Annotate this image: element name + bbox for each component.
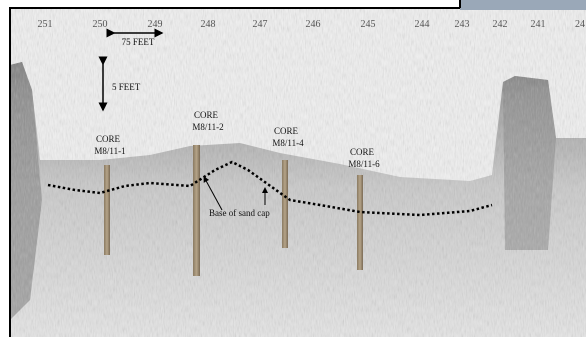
core-id: M8/11-1 [94, 146, 125, 156]
core-bar [357, 175, 363, 270]
station-tick: 24 [575, 19, 585, 30]
core-bar [104, 165, 110, 255]
station-tick: 246 [306, 19, 321, 30]
station-tick: 250 [93, 19, 108, 30]
core-label: CORE [194, 110, 219, 120]
station-tick: 249 [148, 19, 163, 30]
annotation: Base of sand cap [209, 208, 270, 218]
core-bar [193, 145, 200, 276]
station-tick: 245 [361, 19, 376, 30]
profile-image [10, 8, 586, 337]
core-label: CORE [350, 147, 375, 157]
sub-bottom-profile: 75 FEET 5 FEET Base of sand cap 251 250 24… [0, 0, 586, 337]
core-label: CORE [96, 134, 121, 144]
inset-photo [460, 0, 586, 10]
core-label: CORE [274, 126, 299, 136]
core-id: M8/11-2 [192, 122, 223, 132]
core-bar [282, 160, 288, 248]
station-tick: 241 [531, 19, 546, 30]
station-tick: 242 [493, 19, 508, 30]
station-tick: 251 [38, 19, 53, 30]
horizontal-scale-label: 75 FEET [122, 37, 155, 47]
station-tick: 248 [201, 19, 216, 30]
vertical-scale-label: 5 FEET [112, 82, 141, 92]
station-tick: 247 [253, 19, 268, 30]
station-tick: 243 [455, 19, 470, 30]
core-id: M8/11-4 [272, 138, 304, 148]
station-tick: 244 [415, 19, 430, 30]
core-id: M8/11-6 [348, 159, 380, 169]
